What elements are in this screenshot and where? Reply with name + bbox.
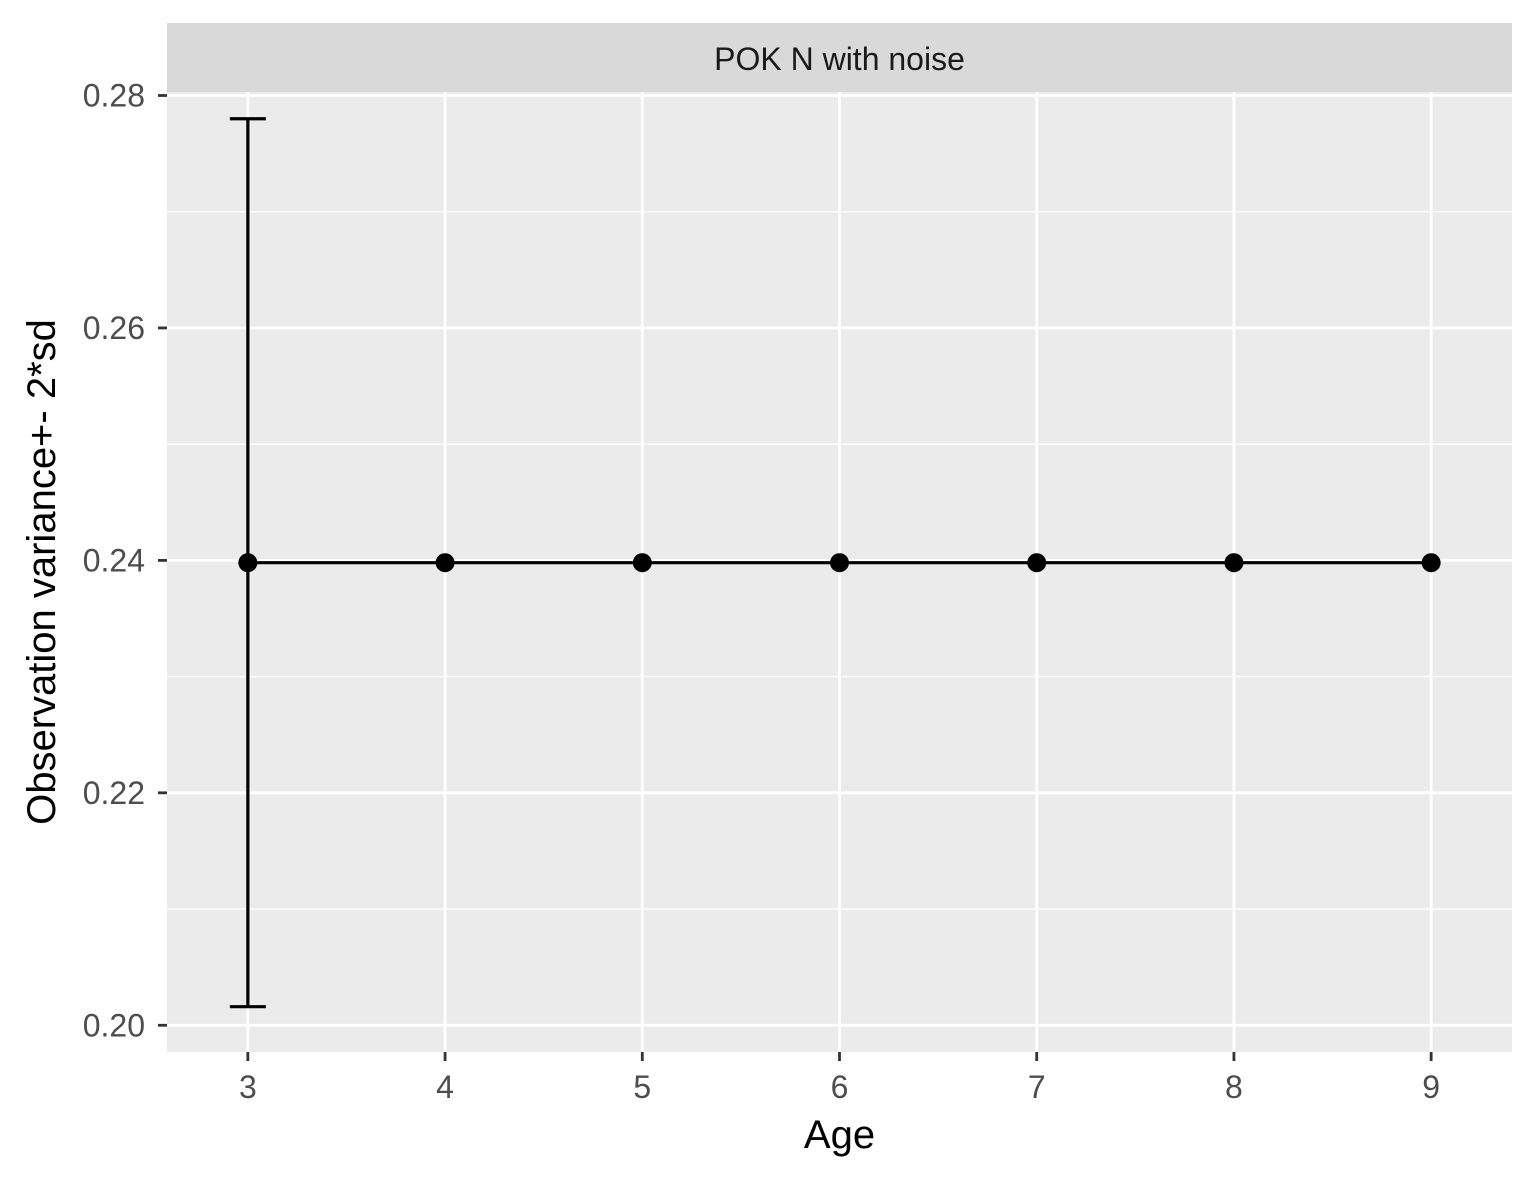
data-point — [1027, 553, 1047, 573]
x-tick-label: 5 — [633, 1069, 651, 1105]
series-layer — [229, 117, 1441, 1009]
y-tick-label: 0.28 — [83, 77, 145, 113]
x-tick-label: 3 — [239, 1069, 257, 1105]
data-point — [435, 553, 455, 573]
x-tick-label: 6 — [831, 1069, 849, 1105]
x-tick-label: 9 — [1422, 1069, 1440, 1105]
axis-ticks — [158, 94, 1433, 1061]
y-tick-label: 0.26 — [83, 310, 145, 346]
y-tick-label: 0.24 — [83, 542, 145, 578]
data-point — [1421, 553, 1441, 573]
y-axis-title: Observation variance+- 2*sd — [20, 319, 64, 825]
axis-tick-labels: 0.20 0.22 0.24 0.26 0.28 3 4 5 6 7 8 9 — [83, 77, 1440, 1105]
data-point — [238, 553, 258, 573]
y-tick-label: 0.22 — [83, 775, 145, 811]
x-axis-title: Age — [804, 1113, 875, 1157]
data-point — [1224, 553, 1244, 573]
facet-title: POK N with noise — [714, 41, 965, 77]
x-tick-label: 7 — [1028, 1069, 1046, 1105]
x-tick-label: 4 — [436, 1069, 454, 1105]
data-point — [830, 553, 849, 573]
strip-background — [167, 23, 1512, 92]
x-tick-label: 8 — [1225, 1069, 1243, 1105]
y-tick-label: 0.20 — [83, 1007, 145, 1043]
data-point — [632, 553, 652, 573]
